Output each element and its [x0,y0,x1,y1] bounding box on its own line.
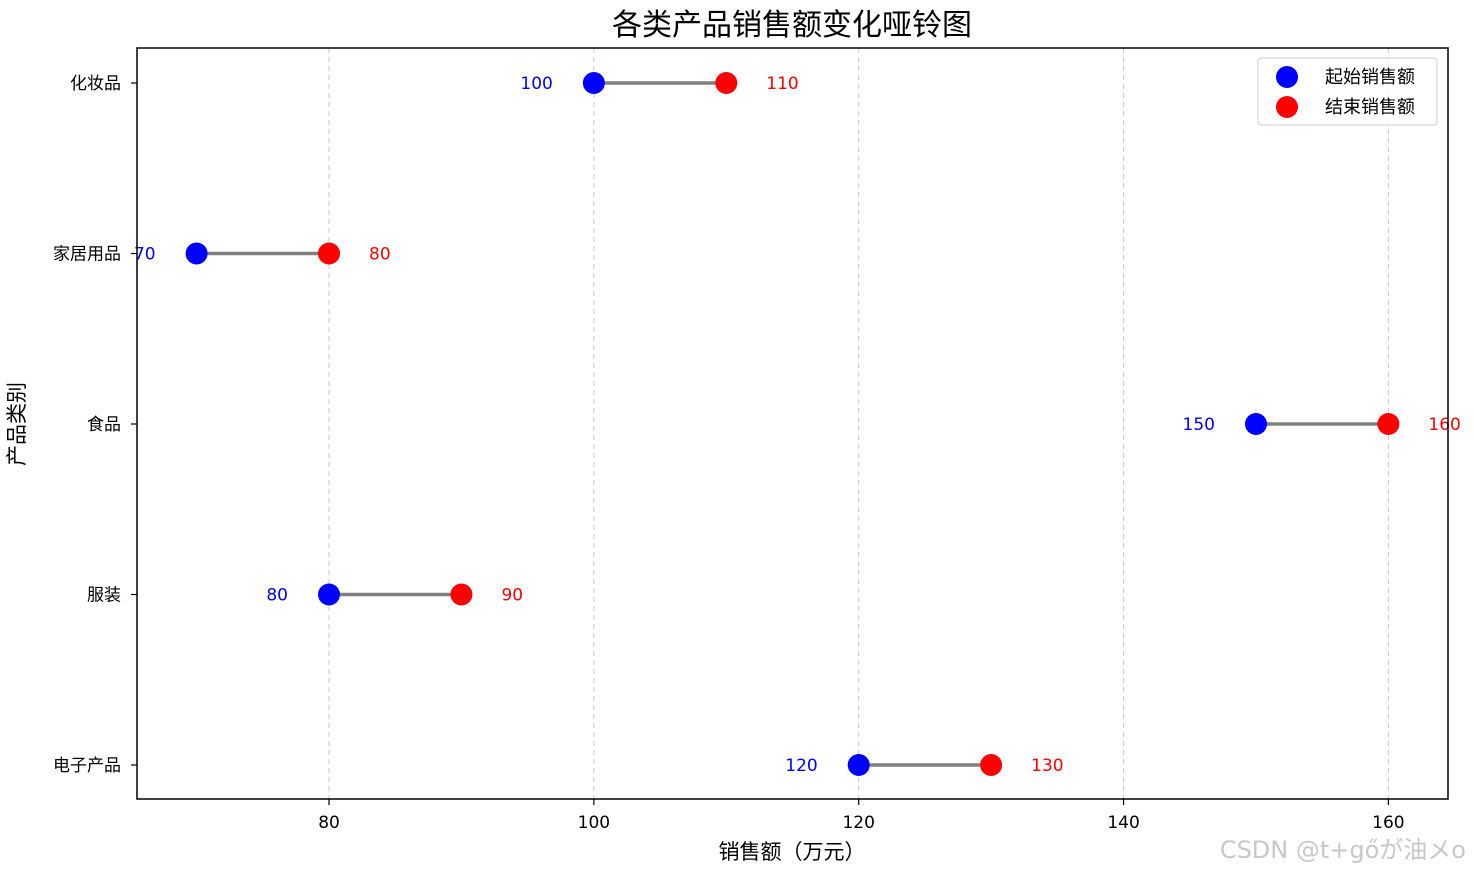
dot-layer [185,72,1400,776]
end-value-dot [318,242,341,265]
end-value-dot [1377,413,1400,435]
start-value-label: 120 [785,756,817,776]
start-value-label: 100 [520,74,552,94]
watermark: CSDN @t+gőが油メo [1220,836,1466,864]
data-label-layer: 120 130 80 90 150 160 70 80 100 110 [134,74,1461,776]
y-tick-label: 家居用品 [53,245,121,265]
end-value-dot [715,72,738,94]
y-tick-label: 服装 [87,586,121,606]
connector-layer [196,81,1389,767]
y-tick-label: 化妆品 [70,74,121,94]
legend-label: 结束销售额 [1325,97,1415,118]
x-tick-label: 160 [1372,813,1404,833]
start-value-label: 70 [134,245,156,265]
x-tick-label: 140 [1107,813,1139,833]
end-value-label: 90 [501,586,523,606]
legend-box [1257,57,1438,126]
end-value-label: 160 [1428,415,1460,435]
chart-title: 各类产品销售额变化哑铃图 [612,8,972,43]
x-tick-label: 120 [842,813,874,833]
start-value-dot [582,72,605,94]
start-value-dot [847,754,870,776]
start-value-dot [1244,413,1267,435]
x-tick-label: 80 [318,813,340,833]
grid-layer [328,48,1389,799]
end-value-label: 80 [369,245,391,265]
y-tick-label: 电子产品 [53,756,121,776]
end-value-dot [980,754,1003,776]
start-value-dot [318,583,341,606]
y-axis-label: 产品类别 [5,382,29,466]
legend-marker [1276,96,1298,118]
start-value-dot [185,242,208,265]
legend-marker [1276,66,1298,88]
end-value-label: 130 [1031,756,1063,776]
end-value-dot [450,583,473,606]
legend-label: 起始销售额 [1325,67,1415,88]
end-value-label: 110 [766,74,798,94]
y-tick-label: 食品 [87,415,121,435]
start-value-label: 80 [266,586,288,606]
start-value-label: 150 [1183,415,1215,435]
tick-layer: 80 100 120 140 160 电子产品 服装 食品 家居用品 化妆品 [53,74,1405,833]
x-axis-label: 销售额（万元） [719,840,866,864]
x-tick-label: 100 [578,813,610,833]
